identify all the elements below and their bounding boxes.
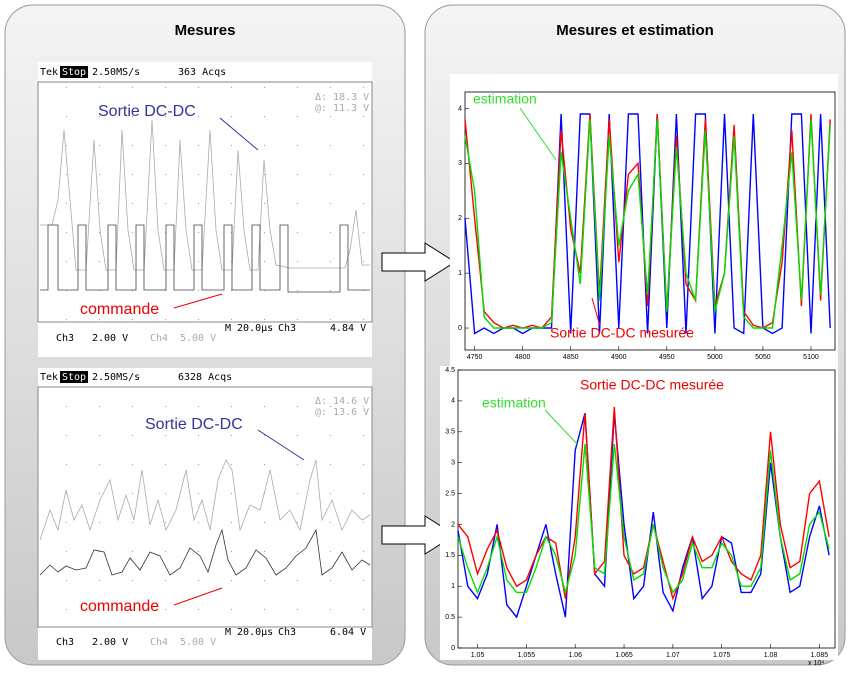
scope-text: Δ: 18.3 V: [315, 92, 369, 103]
series-line: [464, 119, 831, 329]
leader: [173, 587, 223, 606]
plot-frame: [464, 91, 836, 351]
scope-text: 2.00 V: [92, 637, 128, 648]
x-tick-label: 1.08: [764, 652, 778, 659]
panel-title: Mesures: [175, 22, 236, 39]
panel-title: Mesures et estimation: [556, 22, 714, 39]
x-tick-label: 4900: [611, 354, 627, 361]
scope-text: Stop: [62, 372, 86, 383]
axis-multiplier: x 10⁴: [808, 660, 824, 667]
y-tick-label: 4: [451, 398, 455, 405]
scope-text: 5.00 V: [180, 333, 216, 344]
y-tick-label: 3.5: [445, 429, 455, 436]
scope-text: @: 13.6 V: [315, 407, 369, 418]
annotation: commande: [80, 598, 159, 615]
leader: [519, 107, 557, 161]
scope-grid: [37, 81, 373, 323]
y-tick-label: 3: [458, 160, 462, 167]
scope-trace: [39, 528, 371, 576]
y-tick-label: 2: [458, 215, 462, 222]
scope-text: Tek: [40, 372, 58, 383]
y-tick-label: 0: [458, 325, 462, 332]
annotation: commande: [80, 301, 159, 318]
scope-trace: [40, 224, 370, 293]
y-tick-label: 0: [451, 645, 455, 652]
x-tick-label: 4750: [467, 354, 483, 361]
x-tick-label: 4850: [563, 354, 579, 361]
stop-badge: [60, 371, 88, 383]
y-tick-label: 2.5: [445, 490, 455, 497]
annotation: estimation: [473, 91, 537, 107]
x-tick-label: 1.06: [568, 652, 582, 659]
x-tick-label: 1.055: [518, 652, 536, 659]
annotation: Sortie DC-DC mesurée: [550, 325, 694, 341]
stop-badge: [60, 66, 88, 78]
y-tick-label: 1: [451, 583, 455, 590]
x-tick-label: 1.075: [713, 652, 731, 659]
y-tick-label: 3: [451, 460, 455, 467]
x-tick-label: 1.065: [615, 652, 633, 659]
scope-text: 363 Acqs: [178, 67, 226, 78]
scope-text: Ch3: [278, 323, 296, 334]
y-tick-label: 4.5: [445, 367, 455, 374]
leader: [219, 117, 259, 151]
x-tick-label: 4800: [515, 354, 531, 361]
series-line: [457, 444, 830, 596]
x-tick-label: 5100: [803, 354, 819, 361]
x-tick-label: 1.085: [811, 652, 829, 659]
scope-trace: [39, 459, 371, 541]
x-tick-label: 5050: [755, 354, 771, 361]
scope: Tek Stop 2.50MS/s 363 Acqs Δ: 18.3 V @: …: [37, 62, 373, 357]
y-tick-label: 2: [451, 521, 455, 528]
scope-text: Ch4: [150, 333, 168, 344]
leader: [257, 429, 305, 461]
series-line: [457, 407, 830, 601]
annotation: Sortie DC-DC: [98, 103, 196, 120]
leader: [544, 409, 579, 446]
arrow: [381, 242, 456, 282]
series-line: [457, 413, 830, 619]
x-tick-label: 4950: [659, 354, 675, 361]
scope-text: 2.50MS/s: [92, 67, 140, 78]
scope-text: 6.04 V: [330, 627, 366, 638]
annotation: Sortie DC-DC: [145, 416, 243, 433]
scope-text: @: 11.3 V: [315, 103, 369, 114]
scope-text: Ch4: [150, 637, 168, 648]
series-line: [464, 113, 831, 329]
leader: [173, 293, 223, 309]
scope-text: M 20.0µs: [225, 323, 273, 334]
y-tick-label: 4: [458, 105, 462, 112]
scope-text: M 20.0µs: [225, 627, 273, 638]
charts: 4750 4800 4850 4900 4950 5000 5050 5100 0 1 2 3 4 1.0…: [445, 91, 836, 659]
series-line: [464, 113, 831, 335]
scope-text: Tek: [40, 67, 58, 78]
scope-grid: [37, 386, 373, 628]
leader: [591, 297, 601, 327]
y-tick-label: 0.5: [445, 614, 455, 621]
annotation: estimation: [482, 395, 546, 411]
y-tick-label: 1.5: [445, 552, 455, 559]
scope-text: 5.00 V: [180, 637, 216, 648]
x-tick-label: 1.05: [471, 652, 485, 659]
scope-text: 6328 Acqs: [178, 372, 232, 383]
x-tick-label: 5000: [707, 354, 723, 361]
annotation: Sortie DC-DC mesurée: [580, 377, 724, 393]
scope-text: 2.50MS/s: [92, 372, 140, 383]
scope-text: Ch3: [56, 637, 74, 648]
scope-text: Δ: 14.6 V: [315, 396, 369, 407]
scope: Tek Stop 2.50MS/s 6328 Acqs Δ: 14.6 V @:…: [37, 368, 373, 660]
y-tick-label: 1: [458, 270, 462, 277]
scope-text: 2.00 V: [92, 333, 128, 344]
scope-trace: [40, 119, 370, 271]
x-tick-label: 1.07: [666, 652, 680, 659]
scope-text: Ch3: [56, 333, 74, 344]
scope-text: Stop: [62, 67, 86, 78]
scope-text: 4.84 V: [330, 323, 366, 334]
scope-text: Ch3: [278, 627, 296, 638]
